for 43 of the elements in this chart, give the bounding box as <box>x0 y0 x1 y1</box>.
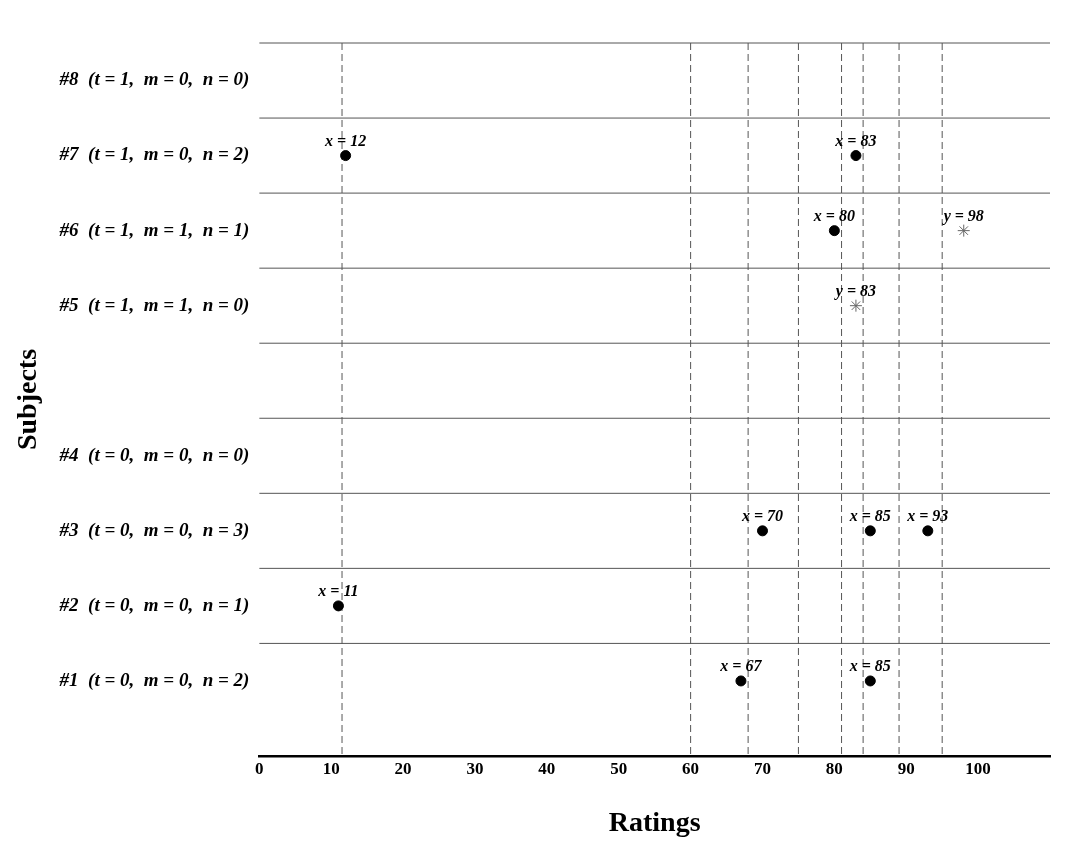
data-label: y = 98 <box>941 206 984 225</box>
x-tick-label: 50 <box>610 758 628 778</box>
data-label: x = 83 <box>834 131 877 149</box>
point <box>957 224 971 238</box>
x-tick-label: 0 <box>255 758 264 778</box>
y-tick-label: #3 (t = 0, m = 0, n = 3) <box>58 518 250 541</box>
point <box>864 675 876 687</box>
x-tick-label: 70 <box>753 758 771 778</box>
data-label: x = 70 <box>740 506 784 524</box>
point <box>332 600 344 612</box>
x-tick-label: 10 <box>322 758 340 778</box>
data-label: x = 80 <box>812 206 855 224</box>
data-label: x = 85 <box>848 657 891 675</box>
x-axis-title: Ratings <box>608 806 701 838</box>
data-label: x = 93 <box>906 506 949 524</box>
y-tick-label: #1 (t = 0, m = 0, n = 2) <box>58 668 250 691</box>
y-tick-label: #8 (t = 1, m = 0, n = 0) <box>58 68 250 91</box>
y-tick-label: #7 (t = 1, m = 0, n = 2) <box>58 143 250 166</box>
point <box>850 150 862 162</box>
point <box>828 225 840 237</box>
y-axis-title: Subjects <box>11 348 43 451</box>
y-tick-label: #4 (t = 0, m = 0, n = 0) <box>58 443 250 466</box>
data-label: x = 67 <box>719 657 763 675</box>
y-tick-label: #6 (t = 1, m = 1, n = 1) <box>58 218 250 241</box>
point <box>864 525 876 537</box>
y-tick-label: #2 (t = 0, m = 0, n = 1) <box>58 593 250 616</box>
data-label: x = 85 <box>848 506 891 524</box>
x-tick-label: 20 <box>394 758 412 778</box>
point <box>340 150 352 162</box>
point <box>849 299 863 313</box>
x-tick-label: 60 <box>682 758 700 778</box>
data-label: x = 11 <box>317 582 359 600</box>
data-label: y = 83 <box>833 281 877 300</box>
point <box>735 675 747 687</box>
data-label: x = 12 <box>324 131 367 149</box>
x-tick-label: 80 <box>825 758 843 778</box>
point <box>922 525 934 537</box>
y-tick-label: #5 (t = 1, m = 1, n = 0) <box>58 293 250 316</box>
x-tick-label: 30 <box>466 758 484 778</box>
x-tick-label: 40 <box>538 758 556 778</box>
x-tick-label: 90 <box>897 758 915 778</box>
point <box>756 525 768 537</box>
x-tick-label: 100 <box>965 758 991 778</box>
